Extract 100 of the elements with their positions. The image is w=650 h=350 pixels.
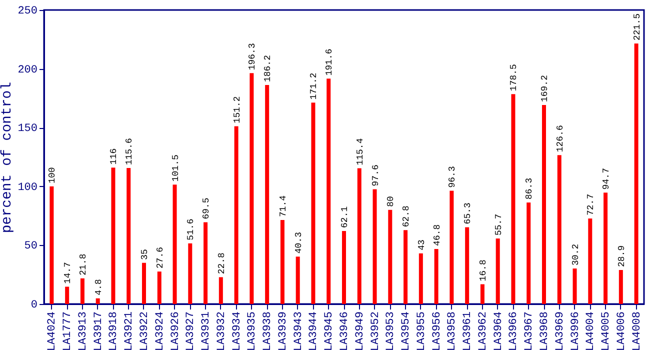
x-tick-label: LA3996 — [570, 312, 582, 350]
y-tick-label: 150 — [18, 123, 38, 136]
x-tick-label: LA3913 — [77, 312, 90, 350]
data-label: 4.8 — [94, 279, 104, 296]
x-tick-label: LA3921 — [124, 311, 136, 350]
data-label: 100 — [48, 167, 58, 184]
data-label: 94.7 — [602, 168, 612, 190]
data-label: 51.6 — [186, 218, 196, 240]
bar — [388, 210, 392, 304]
bar — [80, 278, 84, 304]
data-label: 46.8 — [432, 224, 442, 246]
data-label: 151.2 — [232, 96, 242, 124]
data-label: 62.1 — [340, 206, 350, 228]
bar — [234, 126, 238, 304]
x-tick-label: LA3966 — [508, 312, 520, 350]
x-tick-label: LA3926 — [170, 312, 182, 350]
bar — [604, 192, 608, 304]
x-tick-label: LA4008 — [631, 312, 644, 350]
bar — [111, 168, 116, 304]
x-tick-label: LA3962 — [477, 312, 490, 350]
data-label: 28.9 — [616, 245, 627, 268]
data-label: 35 — [140, 249, 150, 260]
bar — [326, 78, 331, 304]
data-label: 43 — [416, 240, 427, 250]
bar — [526, 202, 531, 304]
bar — [418, 253, 423, 304]
x-tick-label: LA1777 — [62, 312, 74, 350]
data-label: 72.7 — [586, 194, 596, 216]
bar — [265, 85, 270, 304]
x-tick-label: LA3967 — [524, 312, 536, 350]
x-tick-label: LA3956 — [431, 312, 444, 350]
data-label: 62.8 — [402, 206, 412, 228]
x-tick-label: LA3927 — [185, 312, 198, 350]
bar — [157, 272, 162, 304]
y-tick-label: 0 — [30, 300, 38, 312]
data-label: 65.3 — [463, 202, 474, 224]
data-label: 86.3 — [524, 178, 535, 200]
x-tick-label: LA3955 — [416, 312, 428, 350]
x-tick-label: LA3917 — [92, 312, 105, 350]
x-tick-label: LA4005 — [600, 312, 613, 350]
data-label: 27.6 — [155, 246, 166, 269]
bar — [250, 73, 254, 304]
x-tick-label: LA3945 — [324, 312, 336, 350]
bar — [542, 105, 546, 304]
x-tick-label: LA3958 — [446, 312, 459, 350]
data-label: 196.3 — [248, 43, 258, 70]
bar — [50, 186, 54, 304]
data-label: 16.8 — [478, 260, 488, 282]
data-label: 115.6 — [124, 138, 135, 166]
data-label: 115.4 — [355, 138, 366, 166]
x-tick-label: LA3968 — [539, 312, 551, 350]
data-label: 171.2 — [309, 72, 320, 100]
data-label: 71.4 — [278, 195, 288, 218]
x-tick-label: LA3969 — [554, 312, 566, 350]
bar — [480, 284, 484, 304]
bar — [557, 155, 562, 304]
x-tick-label: LA3946 — [339, 312, 351, 350]
x-tick-label: LA3961 — [462, 311, 474, 350]
bar — [204, 222, 208, 304]
data-label: 22.8 — [216, 252, 227, 274]
bar — [634, 44, 638, 304]
bar — [588, 218, 592, 304]
data-label: 40.3 — [294, 232, 304, 254]
bar — [572, 268, 577, 304]
x-tick-label: LA3949 — [354, 312, 366, 350]
y-tick-label: 250 — [18, 6, 38, 18]
bar — [511, 94, 516, 304]
x-tick-label: LA3938 — [262, 312, 274, 350]
bar — [280, 220, 284, 304]
x-tick-label: LA3918 — [108, 312, 120, 350]
bar — [218, 277, 223, 304]
x-tick-label: LA3924 — [154, 311, 166, 350]
x-tick-label: LA3931 — [200, 311, 213, 350]
bar — [188, 243, 192, 304]
bar — [65, 286, 70, 304]
data-label: 80 — [386, 196, 396, 207]
data-label: 186.2 — [263, 55, 274, 82]
data-label: 116 — [109, 148, 120, 165]
x-tick-label: LA4006 — [616, 312, 628, 350]
data-label: 69.5 — [202, 198, 212, 220]
bar — [172, 184, 177, 304]
data-label: 169.2 — [540, 75, 550, 102]
x-tick-label: LA3954 — [400, 311, 413, 350]
bar — [618, 270, 623, 304]
bar — [142, 262, 146, 304]
data-label: 221.5 — [632, 14, 642, 41]
data-label: 191.6 — [324, 48, 335, 76]
y-tick-label: 200 — [18, 64, 38, 76]
y-tick-label: 100 — [18, 182, 38, 194]
x-tick-label: LA3932 — [216, 312, 228, 350]
x-tick-label: LA3934 — [231, 311, 244, 350]
y-tick-label: 50 — [24, 240, 38, 253]
data-label: 101.5 — [170, 154, 181, 182]
x-tick-label: LA3943 — [292, 312, 305, 350]
data-label: 21.8 — [78, 254, 88, 276]
bar — [372, 189, 377, 304]
x-tick-label: LA3944 — [308, 311, 320, 350]
y-axis-title: percent of control — [0, 82, 16, 234]
bar — [496, 238, 500, 304]
bar — [357, 168, 362, 304]
